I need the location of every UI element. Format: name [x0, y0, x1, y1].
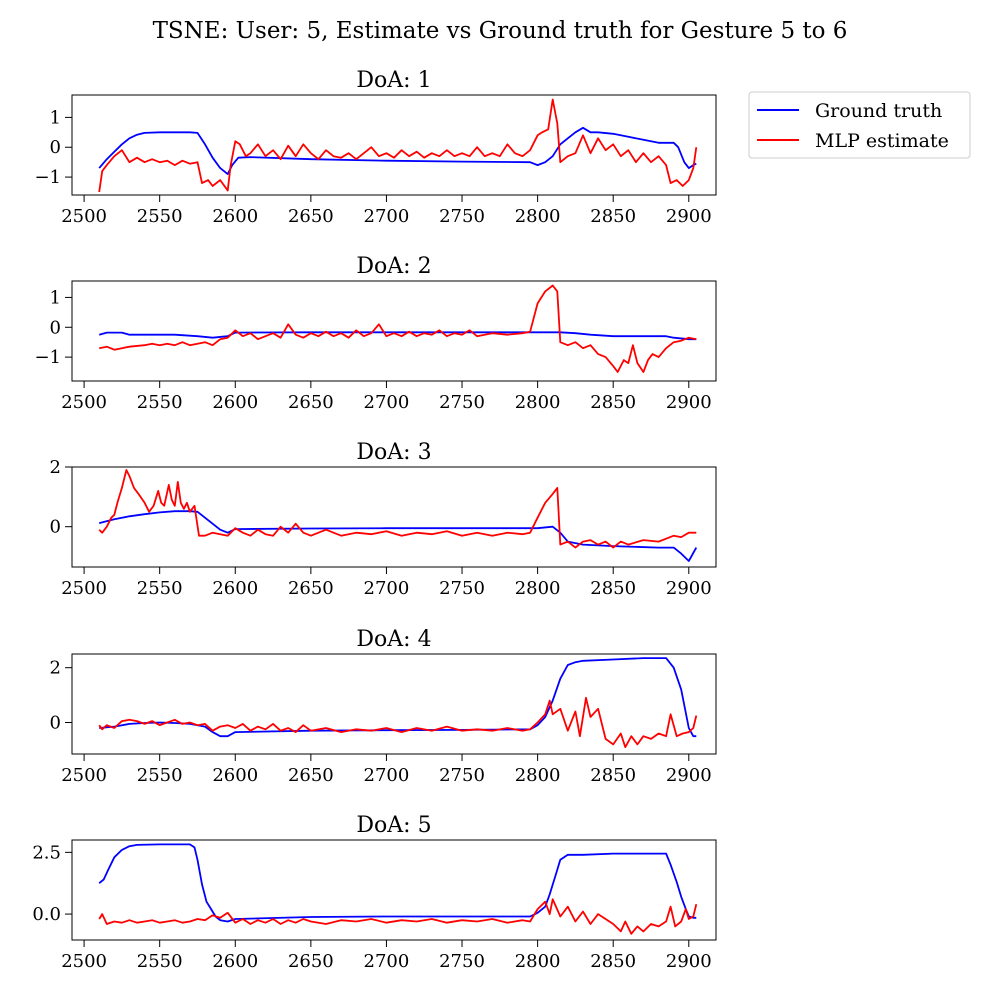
- x-tick-label: 2800: [515, 951, 561, 972]
- ground-truth-line: [98, 843, 697, 923]
- plot-frame: [71, 94, 717, 196]
- y-tick-label: 2: [50, 457, 61, 478]
- y-tick-label: 0: [50, 317, 61, 338]
- y-tick-label: 1: [50, 287, 61, 308]
- x-tick-label: 2700: [364, 951, 410, 972]
- subplot-doa-2: DoA: 2 2500 2550 2600 2650 2700 2750 2800 2850 29…: [34, 254, 717, 413]
- y-tick-label: −1: [34, 167, 61, 188]
- plot-frame: [71, 839, 717, 941]
- x-tick-label: 2700: [364, 578, 410, 599]
- x-tick-label: 2750: [439, 765, 485, 786]
- x-tick-label: 2650: [288, 392, 334, 413]
- x-tick-label: 2500: [61, 765, 107, 786]
- x-tick-label: 2550: [137, 765, 183, 786]
- x-tick-label: 2700: [364, 206, 410, 227]
- x-tick-label: 2900: [666, 765, 712, 786]
- ground-truth-line: [98, 510, 698, 562]
- x-tick-label: 2850: [590, 578, 636, 599]
- subplot-doa-4: DoA: 4 2500 2550 2600 2650 2700 2750 2800 2850 29…: [50, 627, 717, 786]
- legend-ground-truth-label: Ground truth: [815, 100, 942, 122]
- legend: Ground truth MLP estimate: [748, 91, 971, 159]
- mlp-estimate-line: [98, 696, 698, 749]
- x-tick-label: 2700: [364, 392, 410, 413]
- y-tick-label: 0: [50, 137, 61, 158]
- x-tick-label: 2650: [288, 578, 334, 599]
- x-tick-label: 2550: [137, 951, 183, 972]
- legend-frame: [748, 91, 971, 159]
- figure-title: TSNE: User: 5, Estimate vs Ground truth …: [153, 18, 848, 44]
- x-tick-label: 2900: [666, 578, 712, 599]
- x-tick-label: 2550: [137, 206, 183, 227]
- x-tick-label: 2600: [212, 206, 258, 227]
- x-tick-label: 2650: [288, 206, 334, 227]
- y-tick-label: 0: [50, 712, 61, 733]
- x-tick-label: 2850: [590, 765, 636, 786]
- ground-truth-line: [99, 657, 697, 738]
- x-tick-label: 2850: [590, 951, 636, 972]
- y-tick-label: 0.0: [32, 904, 61, 925]
- plot-frame: [71, 653, 717, 755]
- subplot-doa-5: DoA: 5 2500 2550 2600 2650 2700 2750 2800 2850 29…: [32, 813, 717, 972]
- legend-mlp-estimate-label: MLP estimate: [815, 130, 949, 152]
- mlp-estimate-line: [98, 98, 698, 193]
- x-tick-label: 2600: [212, 765, 258, 786]
- subplot-title: DoA: 3: [356, 440, 431, 465]
- x-tick-label: 2750: [439, 206, 485, 227]
- plot-frame: [71, 466, 717, 568]
- subplot-title: DoA: 1: [356, 68, 431, 93]
- x-tick-label: 2750: [439, 951, 485, 972]
- x-tick-label: 2550: [137, 392, 183, 413]
- y-tick-label: −1: [34, 347, 61, 368]
- subplot-doa-3: DoA: 3 2500 2550 2600 2650 2700 2750 2800 2850 29…: [50, 440, 717, 599]
- mlp-estimate-line: [98, 469, 697, 549]
- y-tick-label: 2.5: [32, 842, 61, 863]
- x-tick-label: 2650: [288, 951, 334, 972]
- x-tick-label: 2600: [212, 578, 258, 599]
- x-tick-label: 2900: [666, 206, 712, 227]
- x-tick-label: 2750: [439, 392, 485, 413]
- x-tick-label: 2500: [61, 206, 107, 227]
- x-tick-label: 2500: [61, 951, 107, 972]
- x-tick-label: 2850: [590, 206, 636, 227]
- x-tick-label: 2700: [364, 765, 410, 786]
- x-tick-label: 2800: [515, 206, 561, 227]
- x-tick-label: 2800: [515, 578, 561, 599]
- y-tick-label: 2: [50, 658, 61, 679]
- mlp-estimate-line: [98, 898, 698, 935]
- subplot-title: DoA: 5: [356, 813, 431, 838]
- x-tick-label: 2800: [515, 392, 561, 413]
- y-tick-label: 1: [50, 107, 61, 128]
- plot-frame: [71, 280, 717, 382]
- x-tick-label: 2550: [137, 578, 183, 599]
- x-tick-label: 2750: [439, 578, 485, 599]
- subplots: DoA: 1 2500 2550 2600 2650 2700 2750 2800 2850 29…: [32, 68, 717, 972]
- x-tick-label: 2500: [61, 578, 107, 599]
- x-tick-label: 2800: [515, 765, 561, 786]
- subplot-title: DoA: 2: [356, 254, 431, 279]
- ground-truth-line: [98, 331, 697, 341]
- ground-truth-line: [98, 126, 697, 175]
- x-tick-label: 2900: [666, 392, 712, 413]
- x-tick-label: 2600: [212, 951, 258, 972]
- y-tick-label: 0: [50, 517, 61, 538]
- x-tick-label: 2500: [61, 392, 107, 413]
- x-tick-label: 2850: [590, 392, 636, 413]
- mlp-estimate-line: [99, 284, 697, 373]
- x-tick-label: 2900: [666, 951, 712, 972]
- subplot-title: DoA: 4: [356, 627, 431, 652]
- x-tick-label: 2650: [288, 765, 334, 786]
- x-tick-label: 2600: [212, 392, 258, 413]
- subplot-doa-1: DoA: 1 2500 2550 2600 2650 2700 2750 2800 2850 29…: [34, 68, 717, 227]
